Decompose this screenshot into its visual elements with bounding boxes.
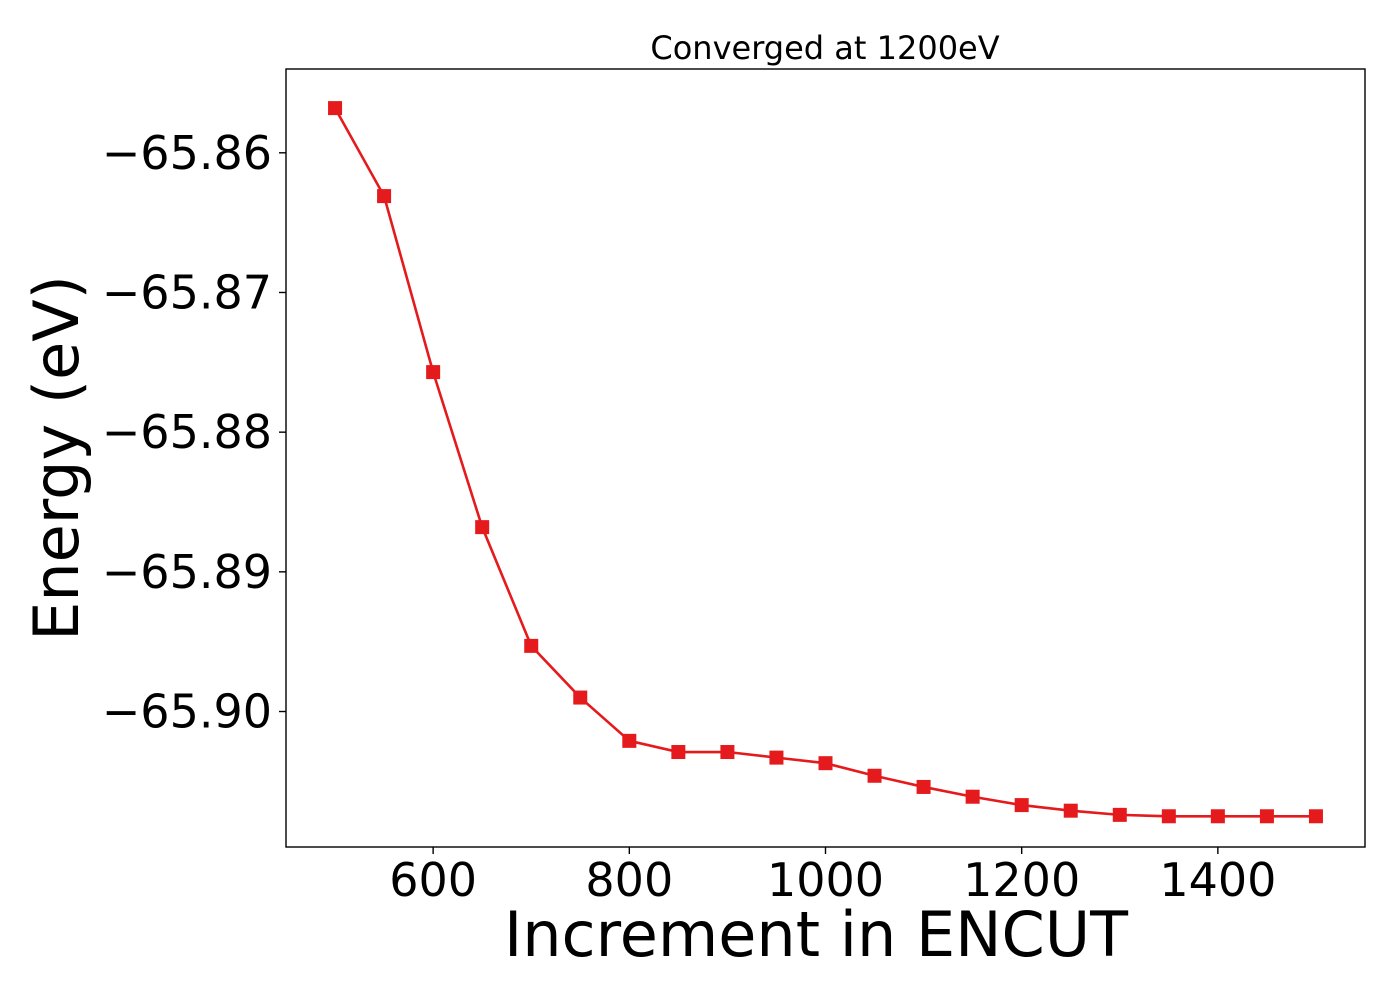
y-tick-label: −65.89 — [102, 545, 272, 599]
x-tick-label: 800 — [585, 853, 673, 907]
series-layer — [328, 101, 1323, 824]
data-point-marker — [769, 750, 784, 765]
chart-title: Converged at 1200eV — [650, 29, 999, 67]
x-tick-label: 600 — [389, 853, 477, 907]
y-tick-label: −65.87 — [102, 265, 272, 319]
data-point-marker — [867, 768, 882, 783]
data-point-marker — [1063, 803, 1078, 818]
data-point-marker — [524, 638, 539, 653]
x-axis-label: Increment in ENCUT — [504, 898, 1129, 971]
data-point-marker — [573, 690, 588, 705]
data-point-marker — [1308, 809, 1323, 824]
plot-area: 600 800 1000 1200 1400 −65.86−65.87−65.88−65… — [102, 68, 1366, 907]
data-point-marker — [1161, 809, 1176, 824]
y-tick-label: −65.86 — [102, 126, 272, 180]
x-axis-ticks: 600 800 1000 1200 1400 — [389, 847, 1276, 907]
data-point-marker — [671, 745, 686, 760]
y-tick-label: −65.90 — [102, 685, 272, 739]
data-point-marker — [475, 520, 490, 535]
data-point-marker — [1014, 798, 1029, 813]
data-point-marker — [328, 101, 343, 116]
data-point-marker — [1210, 809, 1225, 824]
data-point-marker — [377, 189, 392, 204]
x-tick-label: 1000 — [767, 853, 884, 907]
data-point-marker — [1112, 807, 1127, 822]
data-point-marker — [1259, 809, 1274, 824]
data-point-marker — [720, 745, 735, 760]
y-axis-label: Energy (eV) — [20, 275, 93, 641]
x-tick-label: 1400 — [1159, 853, 1276, 907]
data-point-marker — [965, 789, 980, 804]
data-point-marker — [622, 733, 637, 748]
x-tick-label: 1200 — [963, 853, 1080, 907]
y-axis-ticks: −65.86 −65.87 −65.88 −65.89 −65.90 — [102, 126, 286, 739]
data-point-marker — [818, 756, 833, 771]
y-tick-label: −65.88 — [102, 405, 272, 459]
data-point-marker — [916, 779, 931, 794]
data-point-marker — [426, 365, 441, 380]
